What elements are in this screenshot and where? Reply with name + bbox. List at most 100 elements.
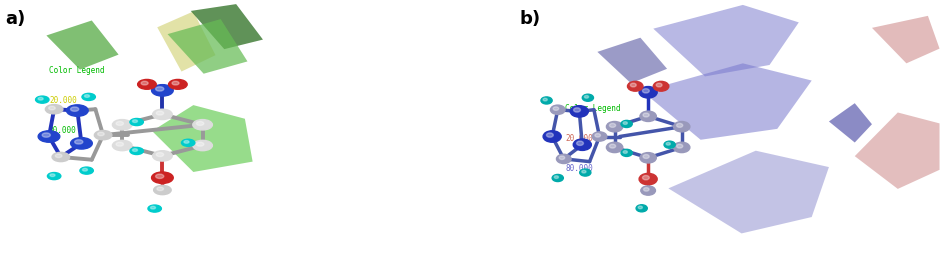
Circle shape: [639, 111, 657, 121]
Circle shape: [141, 81, 149, 85]
Circle shape: [197, 142, 203, 146]
Circle shape: [627, 81, 643, 91]
Polygon shape: [872, 16, 939, 63]
Circle shape: [674, 142, 690, 153]
Circle shape: [38, 97, 44, 100]
Circle shape: [630, 83, 637, 87]
Circle shape: [152, 151, 172, 161]
Circle shape: [676, 144, 683, 148]
Polygon shape: [152, 105, 253, 172]
Circle shape: [639, 206, 642, 209]
Circle shape: [71, 107, 79, 111]
Circle shape: [150, 206, 155, 209]
Polygon shape: [669, 151, 829, 233]
Circle shape: [47, 173, 61, 180]
Circle shape: [184, 141, 189, 143]
Circle shape: [197, 121, 203, 125]
Circle shape: [674, 121, 690, 132]
Circle shape: [570, 106, 588, 117]
Circle shape: [151, 172, 173, 183]
Circle shape: [654, 81, 669, 91]
Circle shape: [43, 133, 50, 137]
Circle shape: [543, 131, 561, 142]
Circle shape: [116, 142, 124, 146]
Circle shape: [639, 173, 657, 185]
Text: b): b): [520, 10, 541, 28]
Polygon shape: [46, 20, 118, 70]
Circle shape: [55, 154, 62, 158]
Circle shape: [66, 105, 88, 116]
Circle shape: [113, 120, 132, 130]
Circle shape: [643, 113, 649, 117]
Circle shape: [36, 96, 49, 103]
Polygon shape: [642, 63, 812, 140]
Circle shape: [82, 168, 87, 171]
Circle shape: [643, 188, 649, 191]
Polygon shape: [855, 112, 939, 189]
Circle shape: [152, 109, 172, 120]
Circle shape: [132, 149, 137, 152]
Circle shape: [155, 174, 164, 179]
Polygon shape: [597, 38, 667, 83]
Circle shape: [156, 111, 164, 115]
Circle shape: [580, 169, 591, 176]
Circle shape: [50, 174, 55, 177]
Circle shape: [79, 167, 94, 174]
Circle shape: [156, 153, 164, 156]
Circle shape: [153, 185, 171, 195]
Polygon shape: [829, 103, 872, 143]
Circle shape: [554, 176, 558, 179]
Circle shape: [606, 142, 622, 153]
Circle shape: [116, 121, 124, 125]
Circle shape: [541, 97, 552, 104]
Circle shape: [193, 140, 213, 151]
Circle shape: [52, 152, 70, 162]
Circle shape: [95, 130, 112, 140]
Circle shape: [148, 205, 162, 212]
Circle shape: [559, 156, 565, 159]
Polygon shape: [157, 11, 216, 72]
Circle shape: [193, 120, 213, 130]
Circle shape: [71, 138, 93, 149]
Text: 80.000: 80.000: [49, 126, 77, 135]
Circle shape: [113, 140, 132, 151]
Circle shape: [130, 118, 144, 126]
Circle shape: [639, 87, 657, 98]
Polygon shape: [654, 5, 798, 76]
Circle shape: [182, 139, 195, 146]
Circle shape: [592, 132, 606, 141]
Circle shape: [172, 81, 179, 85]
Circle shape: [97, 132, 104, 136]
Circle shape: [130, 147, 144, 155]
Circle shape: [666, 143, 671, 145]
Circle shape: [573, 108, 581, 112]
Circle shape: [623, 151, 627, 153]
Circle shape: [609, 123, 616, 127]
Circle shape: [38, 131, 60, 142]
Circle shape: [642, 176, 649, 180]
Circle shape: [573, 139, 591, 150]
Text: a): a): [5, 10, 26, 28]
Circle shape: [657, 83, 662, 87]
Polygon shape: [167, 19, 248, 74]
Circle shape: [676, 123, 683, 127]
Circle shape: [606, 121, 622, 132]
Circle shape: [155, 87, 164, 91]
Circle shape: [168, 79, 187, 89]
Circle shape: [553, 107, 559, 110]
Circle shape: [622, 149, 632, 156]
Circle shape: [623, 122, 627, 124]
Circle shape: [82, 93, 96, 100]
Circle shape: [543, 98, 548, 101]
Circle shape: [642, 89, 649, 93]
Circle shape: [551, 105, 565, 114]
Circle shape: [664, 141, 675, 148]
Circle shape: [157, 187, 164, 191]
Circle shape: [609, 144, 616, 148]
Circle shape: [639, 153, 657, 163]
Circle shape: [582, 170, 586, 173]
Circle shape: [45, 105, 62, 114]
Text: Color Legend: Color Legend: [565, 104, 621, 113]
Circle shape: [643, 155, 649, 158]
Text: 20.000: 20.000: [49, 96, 77, 105]
